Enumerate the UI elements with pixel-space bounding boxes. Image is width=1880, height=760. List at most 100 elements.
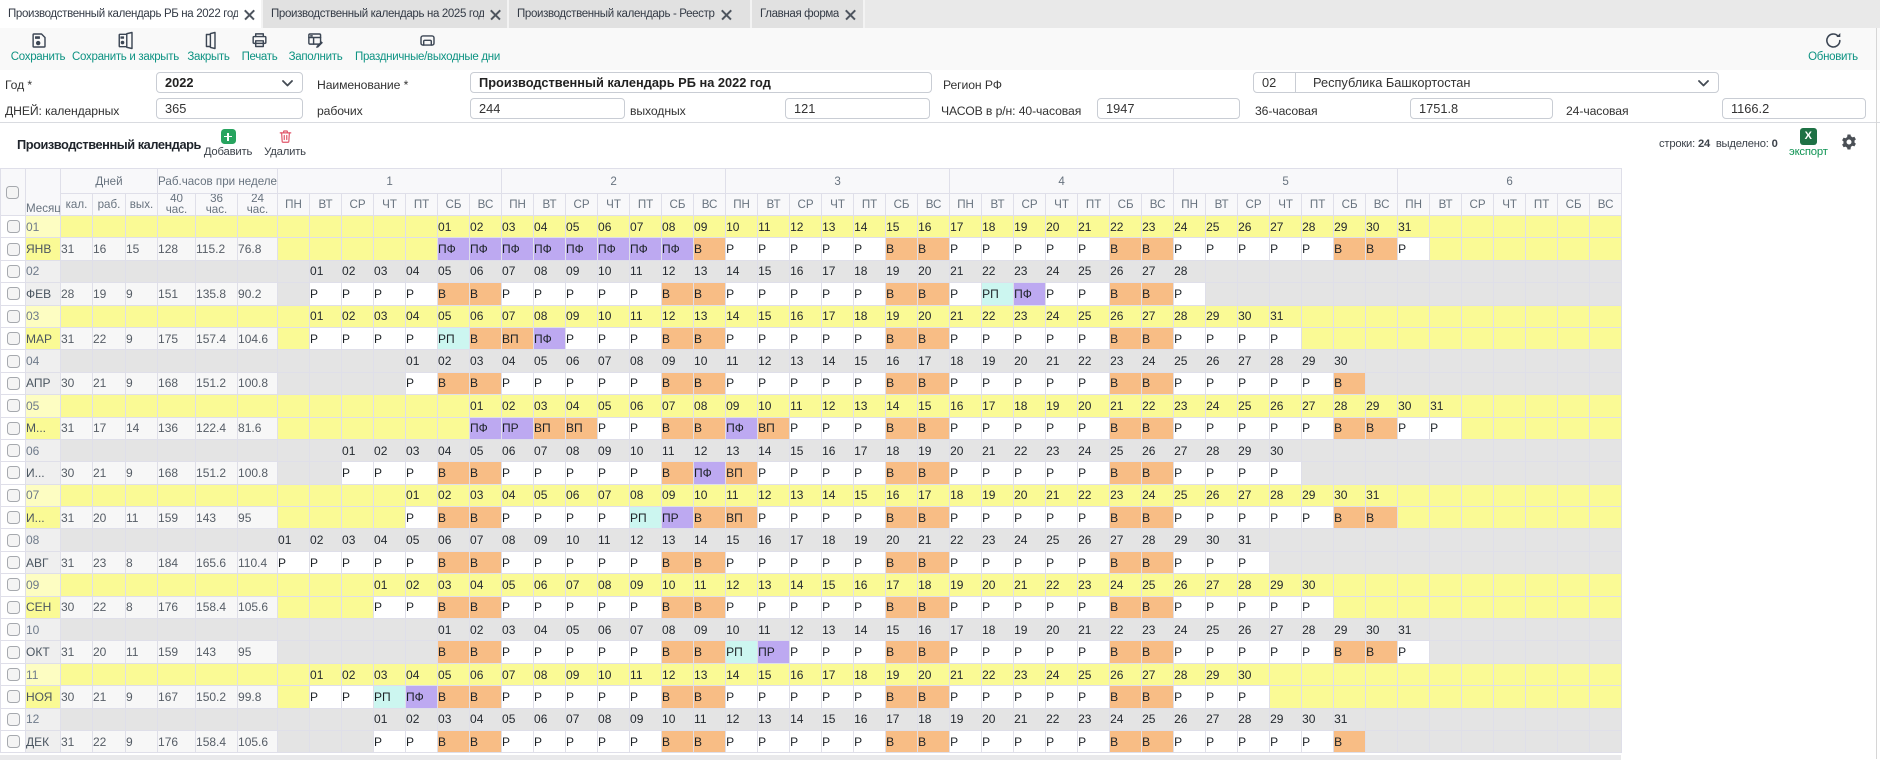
- day-type-cell[interactable]: Р: [1013, 595, 1047, 620]
- day-type-cell[interactable]: РП: [629, 506, 663, 530]
- day-number-cell[interactable]: 07: [597, 483, 631, 508]
- month-stat-cal[interactable]: 28: [60, 282, 93, 306]
- day-number-cell[interactable]: 19: [949, 707, 983, 731]
- day-type-cell[interactable]: В: [1365, 237, 1399, 261]
- day-number-cell[interactable]: 10: [597, 304, 631, 328]
- day-type-cell[interactable]: Р: [1301, 237, 1335, 261]
- day-type-cell[interactable]: Р: [981, 237, 1015, 261]
- day-number-cell[interactable]: 12: [661, 304, 695, 328]
- day-number-cell[interactable]: 05: [597, 394, 631, 418]
- day-number-cell[interactable]: 08: [533, 304, 567, 328]
- day-type-cell[interactable]: Р: [1237, 416, 1271, 440]
- day-type-cell[interactable]: Р: [1077, 237, 1111, 261]
- day-number-cell[interactable]: 21: [1013, 573, 1047, 597]
- day-number-cell[interactable]: 20: [917, 259, 951, 284]
- day-number-cell[interactable]: 13: [853, 394, 887, 418]
- day-number-cell[interactable]: 02: [469, 618, 503, 642]
- day-number-cell[interactable]: 29: [1301, 349, 1335, 373]
- day-number-cell[interactable]: 03: [501, 618, 535, 642]
- day-number-cell[interactable]: 03: [533, 394, 567, 418]
- day-type-cell[interactable]: Р: [757, 237, 791, 261]
- day-number-cell[interactable]: 15: [757, 304, 791, 328]
- day-number-cell[interactable]: 21: [1013, 707, 1047, 731]
- day-type-cell[interactable]: В: [885, 729, 919, 754]
- day-type-cell[interactable]: В: [885, 416, 919, 440]
- day-type-cell[interactable]: Р: [853, 550, 887, 575]
- column-header-weekday[interactable]: ВС: [917, 193, 951, 216]
- save-button[interactable]: Сохранить: [11, 31, 66, 68]
- day-number-cell[interactable]: 10: [565, 528, 599, 552]
- month-stat-off[interactable]: 9: [124, 371, 159, 396]
- day-number-cell[interactable]: 25: [1077, 304, 1111, 328]
- day-type-cell[interactable]: Р: [533, 729, 567, 754]
- day-number-cell[interactable]: 06: [597, 618, 631, 642]
- day-type-cell[interactable]: Р: [789, 237, 823, 261]
- day-number-cell[interactable]: 22: [1045, 573, 1079, 597]
- day-number-cell[interactable]: 12: [757, 483, 791, 508]
- column-header-weekday[interactable]: ПН: [725, 193, 759, 216]
- day-type-cell[interactable]: Р: [405, 729, 439, 754]
- day-type-cell[interactable]: Р: [597, 640, 631, 664]
- month-stat-h24[interactable]: 105.6: [237, 595, 279, 620]
- tab-close-icon[interactable]: [244, 9, 255, 20]
- day-number-cell[interactable]: 27: [1237, 349, 1271, 373]
- row-checkbox[interactable]: [7, 690, 20, 704]
- day-type-cell[interactable]: В: [917, 550, 951, 575]
- day-type-cell[interactable]: Р: [373, 326, 407, 351]
- row-checkbox[interactable]: [7, 600, 20, 614]
- day-type-cell[interactable]: В: [693, 685, 727, 709]
- day-type-cell[interactable]: В: [1109, 461, 1143, 485]
- day-type-cell[interactable]: Р: [725, 685, 759, 709]
- day-type-cell[interactable]: Р: [1397, 640, 1431, 664]
- day-type-cell[interactable]: Р: [1205, 550, 1239, 575]
- day-type-cell[interactable]: ПФ: [469, 237, 503, 261]
- day-type-cell[interactable]: Р: [1013, 416, 1047, 440]
- day-type-cell[interactable]: Р: [1045, 640, 1079, 664]
- row-checkbox[interactable]: [7, 466, 20, 480]
- day-type-cell[interactable]: Р: [1173, 416, 1207, 440]
- month-stat-work[interactable]: 20: [92, 506, 126, 530]
- day-type-cell[interactable]: ПФ: [501, 237, 535, 261]
- day-type-cell[interactable]: В: [1141, 326, 1175, 351]
- column-header-h24[interactable]: 24 час.: [237, 193, 279, 216]
- day-type-cell[interactable]: Р: [629, 461, 663, 485]
- day-type-cell[interactable]: Р: [1237, 595, 1271, 620]
- day-number-cell[interactable]: 14: [757, 438, 791, 463]
- day-number-cell[interactable]: 17: [885, 707, 919, 731]
- day-number-cell[interactable]: 09: [693, 618, 727, 642]
- day-number-cell[interactable]: 07: [469, 528, 503, 552]
- month-name-cell[interactable]: ЯНВ: [25, 237, 61, 261]
- day-number-cell[interactable]: 26: [1109, 259, 1143, 284]
- day-number-cell[interactable]: 27: [1141, 259, 1175, 284]
- month-number-cell[interactable]: 09: [25, 573, 61, 597]
- day-type-cell[interactable]: ПФ: [597, 237, 631, 261]
- day-number-cell[interactable]: 07: [661, 394, 695, 418]
- day-number-cell[interactable]: 24: [1077, 438, 1111, 463]
- day-type-cell[interactable]: Р: [629, 595, 663, 620]
- day-type-cell[interactable]: Р: [565, 371, 599, 396]
- row-checkbox[interactable]: [7, 354, 20, 368]
- day-type-cell[interactable]: В: [885, 282, 919, 306]
- day-type-cell[interactable]: Р: [1173, 326, 1207, 351]
- day-type-cell[interactable]: Р: [501, 595, 535, 620]
- day-number-cell[interactable]: 04: [501, 349, 535, 373]
- day-type-cell[interactable]: Р: [821, 685, 855, 709]
- month-stat-work[interactable]: 20: [92, 640, 126, 664]
- day-number-cell[interactable]: 01: [469, 394, 503, 418]
- day-number-cell[interactable]: 18: [853, 662, 887, 687]
- day-type-cell[interactable]: Р: [1077, 282, 1111, 306]
- day-type-cell[interactable]: Р: [1205, 595, 1239, 620]
- day-type-cell[interactable]: Р: [1045, 729, 1079, 754]
- month-stat-h40[interactable]: 159: [157, 506, 197, 530]
- day-type-cell[interactable]: Р: [981, 461, 1015, 485]
- day-type-cell[interactable]: Р: [629, 371, 663, 396]
- month-stat-h36[interactable]: 165.6: [195, 550, 239, 575]
- day-number-cell[interactable]: 27: [1205, 707, 1239, 731]
- row-checkbox[interactable]: [7, 578, 20, 592]
- day-number-cell[interactable]: 09: [565, 259, 599, 284]
- day-type-cell[interactable]: Р: [757, 326, 791, 351]
- day-number-cell[interactable]: 16: [917, 214, 951, 239]
- day-number-cell[interactable]: 26: [1109, 304, 1143, 328]
- day-number-cell[interactable]: 30: [1365, 214, 1399, 239]
- day-type-cell[interactable]: ВП: [565, 416, 599, 440]
